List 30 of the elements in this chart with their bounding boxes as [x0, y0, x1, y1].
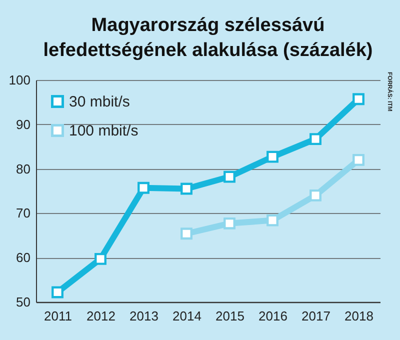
- x-tick-label: 2011: [44, 308, 72, 324]
- point: [310, 133, 322, 146]
- x-tick-label: 2017: [302, 308, 330, 324]
- x-tick-label: 2018: [344, 308, 374, 324]
- x-tick-label: 2016: [258, 308, 288, 324]
- point: [352, 154, 364, 166]
- legend-label: 100 mbit/s: [69, 122, 138, 140]
- point: [180, 228, 192, 240]
- y-tick-label: 90: [16, 116, 30, 132]
- x-tick-label: 2015: [216, 308, 244, 324]
- point: [352, 93, 364, 106]
- point: [180, 182, 192, 195]
- y-tick-label: 100: [8, 72, 30, 88]
- legend-label: 30 mbit/s: [69, 94, 130, 110]
- point: [266, 150, 278, 163]
- point: [310, 189, 322, 202]
- point: [224, 170, 236, 183]
- y-tick-label: 80: [16, 161, 30, 176]
- x-tick-label: 2012: [86, 308, 116, 324]
- y-tick-label: 70: [16, 206, 30, 221]
- point: [52, 286, 64, 298]
- point: [138, 182, 150, 194]
- point: [266, 214, 278, 226]
- x-tick-label: 2014: [172, 308, 202, 324]
- chart-title: Magyarország szélessávú lefedettségének alakulása (százalék): [43, 15, 373, 61]
- y-tick-label: 50: [16, 294, 30, 310]
- point: [224, 217, 236, 230]
- y-tick-label: 60: [16, 250, 30, 266]
- point: [94, 252, 106, 265]
- x-tick-label: 2013: [130, 308, 158, 324]
